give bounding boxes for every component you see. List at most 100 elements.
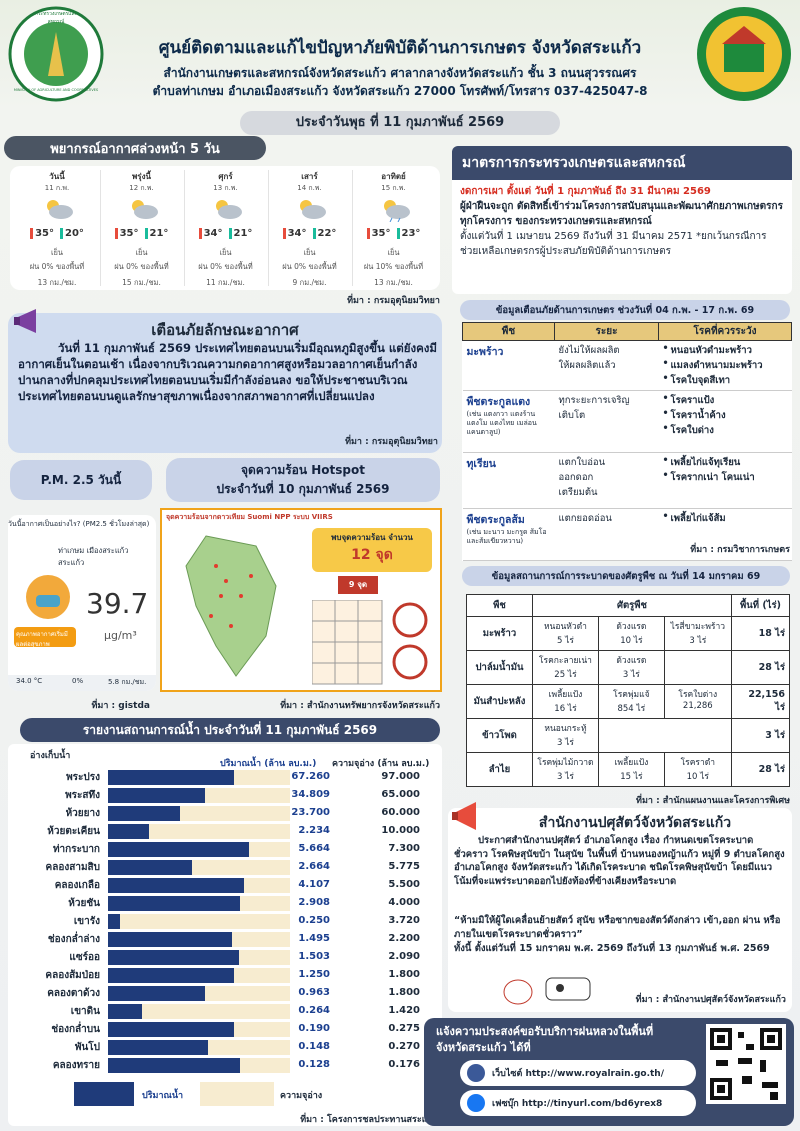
measures-ban: งดการเผา ตั้งแต่ วันที่ 1 กุมภาพันธ์ ถึง…: [460, 186, 711, 197]
volume-bar: [108, 842, 250, 857]
bullet: •: [662, 393, 669, 404]
crop-name: ทุเรียน: [466, 458, 496, 470]
fb-url[interactable]: http://tinyurl.com/bd6yrex8: [521, 1099, 663, 1109]
pest-cell: ไรสี่ขามะพร้าว 3 ไร่: [665, 617, 731, 650]
source: ที่มา : สำนักแผนงานและโครงการพิเศษ: [636, 796, 790, 806]
reservoir-name: ช่องกล่ำบน: [51, 1024, 100, 1035]
weather-rain: ฝน 0% ของพื้นที่: [198, 262, 253, 271]
bullet: •: [662, 511, 669, 522]
temp-low: 23°: [396, 228, 421, 239]
crop-alert-title: ข้อมูลเตือนภัยด้านการเกษตร ช่วงวันที่ 04…: [460, 300, 790, 320]
volume-bar: [108, 896, 241, 911]
total-area: 18 ไร่: [731, 616, 790, 651]
disease: • หนอนหัวดำมะพร้าว: [662, 343, 752, 356]
volume-bar: [108, 860, 192, 875]
capacity-bar: [108, 1004, 290, 1019]
weather-day: วันนี้: [49, 172, 65, 181]
weather-date: 15 ก.พ.: [381, 184, 406, 192]
disease-cell: • หนอนหัวดำมะพร้าว • แมลงดำหนามมะพร้าว • โรคใ…: [658, 340, 792, 391]
weather-desc: เย็น: [219, 248, 232, 257]
legend-capacity: ความจุอ่าง: [280, 1091, 323, 1101]
livestock-body: ประกาศสำนักงานปศุสัตว์ อำเภอโคกสูง เรื่อ…: [454, 835, 785, 887]
pm25-card: วันนี้อากาศเป็นอย่างไร? (PM2.5 ชั่วโมงล่…: [8, 515, 156, 691]
header-cell: ศัตรูพืช: [532, 594, 732, 617]
volume-bar: [108, 1004, 142, 1019]
bullet: •: [662, 408, 669, 419]
logo-text: กระทรวงเกษตรและสหกรณ์: [34, 11, 78, 25]
volume-bar: [108, 770, 235, 785]
pest-table: พืช ศัตรูพืช พื้นที่ (ไร่) มะพร้าว หนอนหัวดำ…: [466, 594, 790, 787]
header-row: พืช ระยะ โรคที่ควรระวัง: [462, 322, 792, 341]
temp-high: 35°: [114, 228, 139, 239]
hotspot-count-box: พบจุดความร้อน จำนวน 12 จุด: [312, 528, 432, 572]
volume-value: 1.495: [298, 933, 330, 944]
disease: • โรคใบด่าง: [662, 423, 714, 436]
hotspot-map: จุดความร้อนจากดาวเทียม Suomi NPP ระบบ VI…: [160, 508, 442, 692]
weather-card: วันนี้ 11 ก.พ. 35° 20° เย็น ฝน 0% ของพื้นที่ 1…: [16, 170, 98, 287]
weather-icon: [101, 194, 182, 222]
capacity-value: 2.090: [388, 951, 420, 962]
pest-area: 21,286: [682, 701, 713, 711]
weather-temps: 35° 23°: [353, 228, 434, 239]
reservoir-name: ห้วยชัน: [68, 898, 100, 909]
volume-value: 2.908: [298, 897, 330, 908]
crop-row: ทุเรียน แตกใบอ่อน ออกดอก เตรียมต้น • เพลี้ยไก…: [462, 452, 792, 509]
volume-value: 2.234: [298, 825, 330, 836]
capacity-bar: [108, 824, 290, 839]
livestock-panel: [448, 808, 792, 1012]
weather-icon-svg: [383, 200, 410, 223]
weather-card: ศุกร์ 13 ก.พ. 34° 21° เย็น ฝน 0% ของพื้นที่ 11…: [184, 170, 266, 287]
reservoir-name: เขารัง: [73, 916, 100, 927]
water-col-capacity: ความจุอ่าง (ล้าน ลบ.ม.): [332, 759, 430, 769]
volume-bar: [108, 968, 235, 983]
header-subtitle: สำนักงานเกษตรและสหกรณ์จังหวัดสระแก้ว ศาล…: [163, 66, 637, 80]
weather-date: 13 ก.พ.: [213, 184, 238, 192]
source: ที่มา : สำนักงานทรัพยากรจังหวัดสระแก้ว: [280, 701, 440, 711]
pest-cell: หนอนหัวดำ 5 ไร่: [533, 617, 599, 650]
capacity-value: 10.000: [381, 825, 420, 836]
pests-cell: เพลี้ยแป้ง 16 ไร่ โรคพุ่มแจ้ 854 ไร่ โรคใบด่…: [532, 684, 732, 719]
web-url[interactable]: http://www.royalrain.go.th/: [525, 1069, 664, 1079]
pest-name: โรคราดำ: [680, 758, 716, 768]
weather-temps: 35° 20°: [16, 228, 98, 239]
legend-volume: ปริมาณน้ำ: [142, 1091, 184, 1101]
crop-name: พืชตระกูลแตง: [466, 396, 531, 408]
total-area: 22,156 ไร่: [731, 684, 790, 719]
pm25-title: P.M. 2.5 วันนี้: [10, 460, 152, 500]
bullet: •: [662, 455, 669, 466]
source: ที่มา : สำนักงานปศุสัตว์จังหวัดสระแก้ว: [635, 995, 786, 1005]
measures-title: มาตรการกระทรวงเกษตรและสหกรณ์: [452, 146, 792, 180]
royal-rain-fb: เฟซบุ๊ก http://tinyurl.com/bd6yrex8: [492, 1096, 662, 1110]
pest-name: หนอนหัวดำ: [543, 622, 587, 632]
volume-value: 1.503: [298, 951, 330, 962]
weather-desc: เย็น: [387, 248, 400, 257]
stage: ให้ผลผลิตแล้ว: [558, 360, 616, 371]
stage: ทุกระยะการเจริญเติบโต: [558, 395, 630, 421]
weather-icon-svg: [47, 200, 73, 219]
weather-wind: 15 กม./ชม.: [122, 278, 161, 287]
royal-rain-web: เว็บไซต์ http://www.royalrain.go.th/: [492, 1066, 664, 1080]
pm25-value: 39.7: [86, 587, 149, 620]
pest-name: โรคพุ่มไม้กวาด: [537, 758, 594, 768]
pest-name: ด้วงแรด: [616, 656, 647, 666]
weather-icon-svg: [131, 200, 158, 219]
pest-area: 25 ไร่: [554, 670, 577, 680]
temp-low: 22°: [312, 228, 337, 239]
pests-cell: หนอนหัวดำ 5 ไร่ ด้วงแรด 10 ไร่ ไรสี่ขามะพร้า…: [532, 616, 732, 651]
pest-row: ลำไย โรคพุ่มไม้กวาด 3 ไร่ เพลี้ยแป้ง 15 ไร่โ…: [466, 752, 790, 787]
measures-period: ตั้งแต่วันที่ 1 เมษายน 2569 ถึงวันที่ 31…: [460, 231, 767, 257]
temp-high: 35°: [30, 228, 54, 239]
pest-area: 16 ไร่: [554, 704, 577, 714]
capacity-value: 1.420: [388, 1005, 420, 1016]
capacity-value: 0.270: [388, 1041, 420, 1052]
pm25-wind: 5.8 กม./ชม.: [108, 678, 147, 686]
livestock-title: สำนักงานปศุสัตว์จังหวัดสระแก้ว: [538, 815, 732, 831]
crop-name: มะพร้าว: [466, 346, 504, 358]
reservoir-name: แซร์ออ: [69, 952, 100, 963]
volume-bar: [108, 1058, 241, 1073]
reservoir-name: คลองส้มป่อย: [45, 970, 100, 981]
disease-cell: • โรคราแป้ง • โรคราน้ำค้าง • โรคใบด่าง: [658, 390, 792, 453]
megaphone-icon: [14, 309, 36, 333]
pest-cell: หนอนกระทู้ 3 ไร่: [533, 719, 599, 752]
pest-row: มะพร้าว หนอนหัวดำ 5 ไร่ ด้วงแรด 10 ไร่ ไรสี่ข…: [466, 616, 790, 651]
